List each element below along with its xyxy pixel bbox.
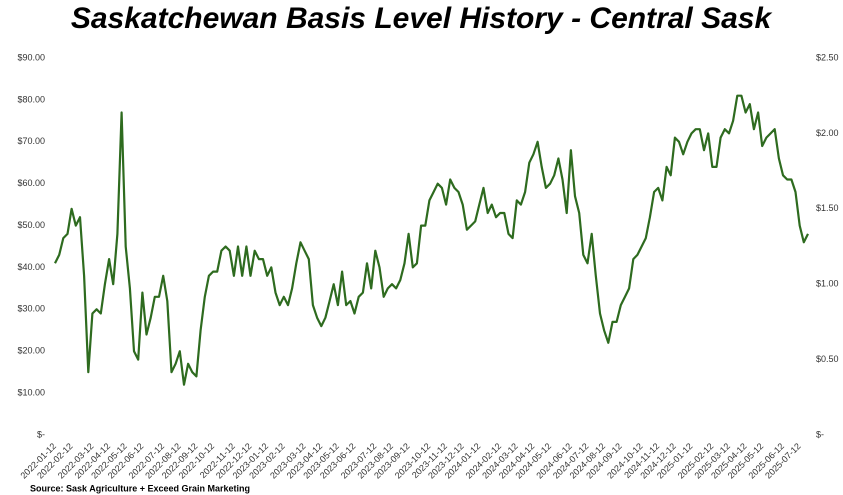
- y-tick-label: $90.00: [17, 52, 45, 62]
- chart-title: Saskatchewan Basis Level History - Centr…: [71, 2, 773, 35]
- y2-tick-label: $2.00: [816, 128, 839, 138]
- y-tick-label: $10.00: [17, 387, 45, 397]
- data-line: [54, 94, 809, 386]
- y-tick-label: $50.00: [17, 220, 45, 230]
- y-tick-label: $20.00: [17, 346, 45, 356]
- y-tick-label: $80.00: [17, 94, 45, 104]
- y-tick-label: $30.00: [17, 304, 45, 314]
- y-tick-label: $70.00: [17, 136, 45, 146]
- y2-tick-label: $1.00: [816, 279, 839, 289]
- y-tick-label: $60.00: [17, 178, 45, 188]
- y2-tick-label: $1.50: [816, 203, 839, 213]
- y2-tick-label: $2.50: [816, 52, 839, 62]
- y-tick-label: $-: [37, 429, 45, 439]
- y-tick-label: $40.00: [17, 262, 45, 272]
- y2-tick-label: $0.50: [816, 354, 839, 364]
- source-note: Source: Sask Agriculture + Exceed Grain …: [30, 483, 250, 493]
- y2-tick-label: $-: [816, 429, 824, 439]
